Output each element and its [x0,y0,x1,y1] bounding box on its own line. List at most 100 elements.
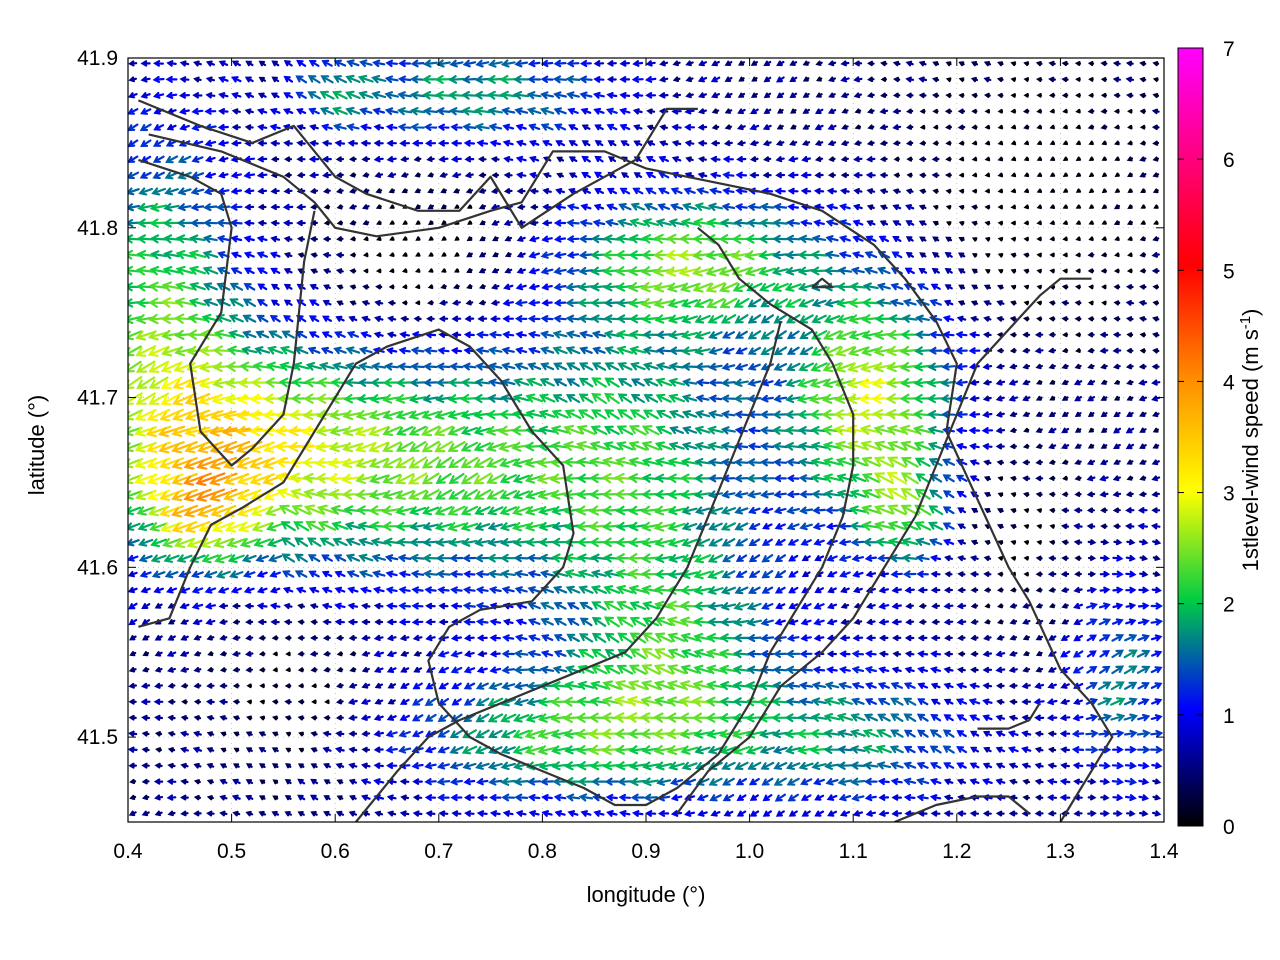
wind-arrow [827,140,837,146]
wind-arrow [944,108,953,114]
wind-arrow [851,554,865,562]
wind-arrow [232,699,240,705]
wind-arrow [421,472,440,485]
wind-arrow [361,603,371,610]
wind-arrow [1151,475,1161,482]
wind-arrow [997,253,1004,258]
wind-arrow [970,61,979,67]
wind-arrow [679,616,700,627]
wind-arrow [321,554,333,562]
wind-arrow [437,347,450,355]
wind-arrow [913,378,932,388]
wind-arrow [502,634,515,642]
wind-arrow [275,425,301,437]
wind-arrow [893,156,900,162]
wind-arrow [387,698,396,705]
wind-arrow [478,300,486,306]
wind-arrow [1010,540,1017,545]
wind-arrow [761,602,774,610]
wind-arrow [1023,204,1029,210]
wind-arrow [499,90,517,100]
wind-arrow [128,538,140,547]
wind-arrow [450,123,463,131]
wind-arrow [943,714,954,722]
wind-arrow [411,586,424,594]
wind-arrow [709,187,722,195]
wind-arrow [332,75,347,84]
wind-arrow [257,124,268,131]
wind-arrow [642,617,660,627]
wind-arrow [758,234,776,244]
wind-arrow [232,667,241,673]
wind-arrow [620,172,629,178]
wind-arrow [929,794,942,801]
wind-arrow [188,297,207,307]
wind-arrow [347,602,359,610]
wind-arrow [244,92,255,99]
wind-arrow [349,252,356,258]
wind-arrow [1126,92,1134,99]
wind-arrow [516,235,526,242]
wind-arrow [720,314,737,324]
wind-arrow [1061,92,1069,98]
wind-arrow [464,172,474,179]
wind-arrow [215,570,231,579]
wind-arrow [631,75,644,83]
wind-arrow [384,554,399,562]
wind-arrow [474,75,490,84]
wind-arrow [462,602,476,610]
wind-arrow [812,666,826,674]
wind-arrow [906,156,913,162]
wind-arrow [1008,379,1019,386]
wind-arrow [579,219,593,227]
wind-arrow [285,731,291,737]
wind-arrow [553,251,567,259]
wind-arrow [1049,236,1055,242]
wind-arrow [878,602,890,610]
wind-arrow [297,603,305,609]
wind-arrow [514,586,528,594]
wind-arrow [1048,635,1057,641]
wind-arrow [839,570,851,578]
wind-arrow [1009,316,1017,322]
wind-arrow [632,92,644,99]
wind-arrow [1114,140,1120,146]
wind-arrow [912,425,933,435]
wind-arrow [945,77,952,82]
wind-arrow [285,747,291,753]
wind-arrow [984,124,991,130]
wind-arrow [165,75,178,83]
wind-arrow [984,156,991,162]
wind-arrow [553,219,567,227]
wind-arrow [201,554,220,564]
wind-arrow [305,362,323,371]
wind-arrow [880,60,888,67]
wind-arrow [886,488,907,501]
wind-arrow [421,440,440,453]
wind-arrow [761,586,774,594]
wind-arrow [654,553,673,563]
wind-arrow [835,330,855,341]
wind-arrow [321,123,333,131]
wind-arrow [386,794,397,801]
wind-arrow [955,363,968,371]
wind-arrow [1046,698,1058,706]
wind-arrow [163,554,180,563]
wind-arrow [827,172,836,178]
wind-arrow [632,108,643,115]
wind-arrow [425,602,436,610]
wind-arrow [619,76,631,83]
wind-arrow [206,731,215,737]
wind-arrow [785,649,801,658]
wind-arrow [373,156,384,163]
wind-arrow [943,762,955,769]
wind-arrow [424,762,437,770]
wind-arrow [750,156,759,163]
wind-arrow [1126,459,1134,465]
wind-arrow [422,553,439,563]
wind-arrow [606,60,617,67]
wind-arrow [606,203,618,211]
wind-arrow [476,331,489,339]
wind-arrow [695,378,710,387]
wind-arrow [957,571,966,577]
